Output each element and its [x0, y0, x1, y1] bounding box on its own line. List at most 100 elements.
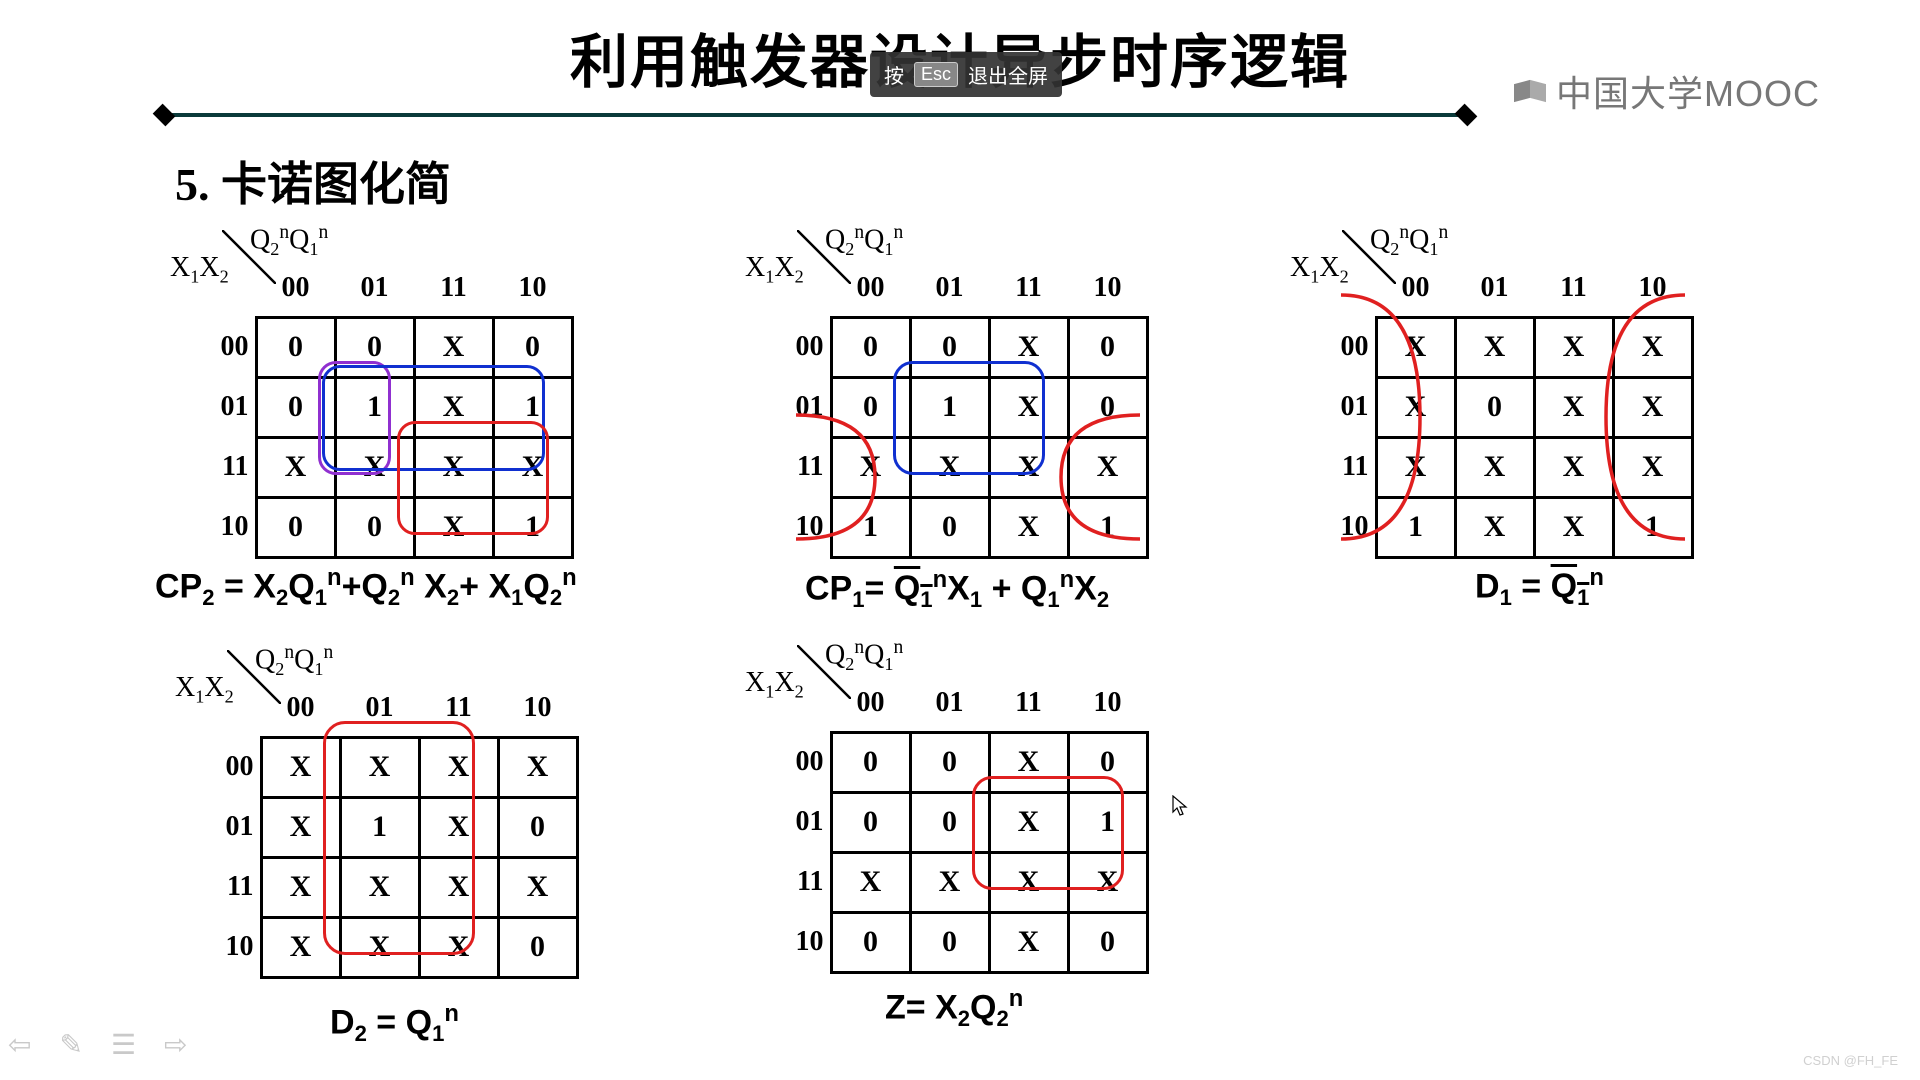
kmap-row-header: 00: [755, 732, 831, 792]
kmap-row-header: 01: [180, 377, 256, 437]
kmap-col-header: 01: [910, 675, 989, 732]
kmap-diagonal: [797, 230, 851, 284]
kmap-cell: 0: [831, 317, 910, 377]
fullscreen-exit-hint: 按 Esc 退出全屏: [870, 52, 1062, 97]
kmap-row-header: 01: [755, 792, 831, 852]
kmap-cell: 0: [256, 377, 335, 437]
kmap-cell: 0: [498, 917, 577, 977]
kmap-cell: 0: [910, 732, 989, 792]
kmap-cell: 0: [831, 732, 910, 792]
kmap-cell: 0: [256, 317, 335, 377]
formula-D1: D1 = Q1n: [1475, 564, 1604, 611]
prev-slide-icon[interactable]: ⇦: [8, 1028, 31, 1062]
kmap-Z: Q2nQ1nX1X2000111100000X00100X111XXXX1000…: [755, 675, 1149, 974]
kmap-D1: Q2nQ1nX1X20001111000XXXX01X0XX11XXXX101X…: [1300, 260, 1694, 559]
kmap-cell: X: [831, 852, 910, 912]
kmap-table: 0001111000XXXX01X1X011XXXX10XXX0: [185, 680, 579, 979]
kmap-cell: X: [910, 852, 989, 912]
hint-post: 退出全屏: [968, 60, 1048, 89]
kmap-cell: X: [989, 792, 1068, 852]
kmap-col-header: 10: [493, 260, 572, 317]
kmap-cell: X: [414, 497, 493, 557]
formula-D2: D2 = Q1n: [330, 1000, 459, 1047]
kmap-col-header: 10: [1068, 675, 1147, 732]
kmap-diagonal: [1342, 230, 1396, 284]
kmap-cell: X: [414, 377, 493, 437]
kmap-cell: X: [261, 857, 340, 917]
kmap-row-header: 11: [755, 852, 831, 912]
kmap-cell: 1: [1068, 792, 1147, 852]
kmap-cell: X: [340, 737, 419, 797]
kmap-cell: 0: [831, 792, 910, 852]
kmap-col-header: 01: [335, 260, 414, 317]
kmap-cell: 0: [910, 317, 989, 377]
kmap-CP1: Q2nQ1nX1X2000111100000X00101X011XXXX1010…: [755, 260, 1149, 559]
kmap-cell: 0: [335, 317, 414, 377]
kmap-row-header: 10: [755, 912, 831, 972]
kmap-cell: 0: [498, 797, 577, 857]
kmap-cell: X: [261, 797, 340, 857]
kmap-cell: X: [498, 857, 577, 917]
kmap-table: 000111100000X00101X111XXXX1000X1: [180, 260, 574, 559]
kmap-diagonal: [222, 230, 276, 284]
pen-icon[interactable]: ✎: [59, 1028, 82, 1062]
kmap-CP2: Q2nQ1nX1X2000111100000X00101X111XXXX1000…: [180, 260, 574, 559]
kmap-row-header: 00: [755, 317, 831, 377]
kmap-cell: X: [414, 437, 493, 497]
kmap-cell: 0: [256, 497, 335, 557]
kmap-group-wrap: [1333, 291, 1693, 543]
kmap-cell: X: [419, 737, 498, 797]
kmap-col-header: 11: [989, 675, 1068, 732]
kmap-col-header: 11: [419, 680, 498, 737]
kmap-cell: X: [498, 737, 577, 797]
kmap-cell: X: [261, 917, 340, 977]
kmap-cell: X: [989, 317, 1068, 377]
mooc-text: 中国大学MOOC: [1556, 65, 1820, 117]
kmap-row-header: 01: [185, 797, 261, 857]
kmap-cell: 0: [335, 497, 414, 557]
formula-Z: Z= X2Q2n: [885, 985, 1023, 1032]
kmap-left-var: X1X2: [175, 672, 234, 708]
kmap-cell: 0: [1068, 317, 1147, 377]
subsection-heading: 5. 卡诺图化简: [175, 148, 451, 214]
kmap-col-header: 01: [910, 260, 989, 317]
kmap-row-header: 00: [185, 737, 261, 797]
kmap-cell: X: [1068, 852, 1147, 912]
kmap-col-header: 10: [498, 680, 577, 737]
kmap-col-header: 01: [340, 680, 419, 737]
kmap-col-header: 10: [1068, 260, 1147, 317]
kmap-D2: Q2nQ1nX1X20001111000XXXX01X1X011XXXX10XX…: [185, 680, 579, 979]
kmap-cell: 0: [831, 912, 910, 972]
next-slide-icon[interactable]: ⇨: [164, 1028, 187, 1062]
kmap-cell: X: [419, 857, 498, 917]
kmap-table: 000111100000X00100X111XXXX1000X0: [755, 675, 1149, 974]
esc-key: Esc: [914, 62, 958, 87]
kmap-cell: 0: [1068, 912, 1147, 972]
kmap-col-header: 11: [414, 260, 493, 317]
kmap-left-var: X1X2: [745, 252, 804, 288]
menu-icon[interactable]: ☰: [111, 1028, 136, 1062]
kmap-cell: X: [419, 797, 498, 857]
kmap-cell: X: [989, 732, 1068, 792]
mouse-cursor: [1172, 795, 1188, 817]
kmap-left-var: X1X2: [1290, 252, 1349, 288]
hint-pre: 按: [884, 60, 904, 89]
kmap-cell: X: [335, 437, 414, 497]
kmap-cell: X: [989, 912, 1068, 972]
kmap-diagonal: [797, 645, 851, 699]
kmap-cell: X: [340, 917, 419, 977]
title-rule: [165, 113, 1465, 117]
kmap-row-header: 10: [185, 917, 261, 977]
slide-nav[interactable]: ⇦ ✎ ☰ ⇨: [8, 1028, 188, 1062]
kmap-row-header: 11: [185, 857, 261, 917]
formula-CP2: CP2 = X2Q1n+Q2n X2+ X1Q2n: [155, 564, 577, 611]
kmap-diagonal: [227, 650, 281, 704]
kmap-cell: X: [261, 737, 340, 797]
kmap-cell: 1: [335, 377, 414, 437]
kmap-cell: X: [256, 437, 335, 497]
kmap-cell: 0: [910, 912, 989, 972]
kmap-cell: X: [493, 437, 572, 497]
kmap-cell: 1: [340, 797, 419, 857]
kmap-cell: X: [989, 852, 1068, 912]
kmap-cell: 0: [1068, 732, 1147, 792]
